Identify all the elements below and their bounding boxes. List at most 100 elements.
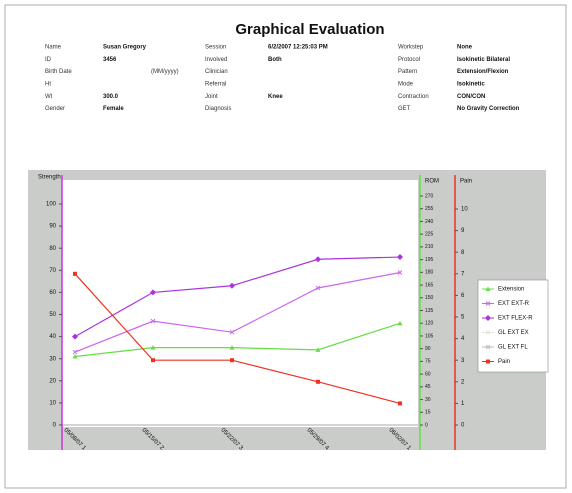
y3-tick-label: 150 xyxy=(425,295,434,301)
legend-label: Pain xyxy=(498,359,510,365)
point xyxy=(397,270,403,275)
point xyxy=(398,401,402,406)
field-value: None xyxy=(457,45,473,51)
field-label: Wt xyxy=(45,94,53,100)
field-value: Knee xyxy=(268,94,283,100)
field-label: Mode xyxy=(398,81,414,87)
y3-tick-label: 45 xyxy=(425,384,431,390)
field-label: Clinician xyxy=(205,69,228,75)
y3-tick-label: 270 xyxy=(425,193,434,199)
point xyxy=(150,289,156,296)
point xyxy=(485,344,491,350)
field-value: Isokinetic Bilateral xyxy=(457,57,510,63)
point xyxy=(150,345,156,350)
y2-axis-label: Pain xyxy=(460,179,472,185)
field-label: Name xyxy=(45,45,62,51)
y3-tick-label: 180 xyxy=(425,270,434,276)
field-label: Ht xyxy=(45,81,51,87)
point xyxy=(73,271,77,276)
field-value: Female xyxy=(103,106,124,112)
y2-tick-label: 2 xyxy=(461,379,465,385)
y3-tick-label: 15 xyxy=(425,410,431,416)
field-value: CON/CON xyxy=(457,94,485,100)
field-value: 3456 xyxy=(103,57,117,63)
point xyxy=(485,301,491,306)
field-label: Workstep xyxy=(398,45,424,51)
legend-label: Extension xyxy=(498,287,524,293)
y-tick-label: 10 xyxy=(49,400,56,406)
y2-tick-label: 3 xyxy=(461,358,465,364)
point xyxy=(315,256,321,263)
y3-tick-label: 75 xyxy=(425,359,431,365)
y-tick-label: 90 xyxy=(49,224,56,230)
y2-tick-label: 9 xyxy=(461,228,465,234)
legend-label: EXT FLEX-R xyxy=(498,316,533,322)
point xyxy=(151,358,155,363)
field-note: (MM/yyyy) xyxy=(151,69,179,75)
field-label: Pattern xyxy=(398,69,417,75)
y3-tick-label: 225 xyxy=(425,231,434,237)
title: Graphical Evaluation xyxy=(235,21,384,38)
field-label: Involved xyxy=(205,57,227,63)
point xyxy=(315,285,321,291)
point xyxy=(485,315,491,321)
y-tick-label: 80 xyxy=(49,246,56,252)
point xyxy=(397,320,403,326)
y3-tick-label: 240 xyxy=(425,219,434,225)
legend-label: GL EXT EX xyxy=(498,330,529,336)
y-tick-label: 70 xyxy=(49,268,56,274)
y2-tick-label: 0 xyxy=(461,423,465,429)
y-tick-label: 40 xyxy=(49,334,56,340)
field-label: Session xyxy=(205,45,226,51)
y3-axis-label: ROM xyxy=(425,179,439,185)
y3-tick-label: 60 xyxy=(425,371,431,377)
y3-tick-label: 120 xyxy=(425,321,434,327)
field-label: Birth Date xyxy=(45,69,72,75)
y-tick-label: 50 xyxy=(49,312,56,318)
point xyxy=(316,379,320,384)
field-value: Susan Gregory xyxy=(103,45,147,51)
legend xyxy=(477,279,549,373)
y2-tick-label: 6 xyxy=(461,293,465,299)
y2-tick-label: 7 xyxy=(461,271,465,277)
y-tick-label: 30 xyxy=(49,356,56,362)
field-label: Protocol xyxy=(398,57,420,63)
field-value: 6/2/2007 12:25:03 PM xyxy=(268,45,328,51)
point xyxy=(72,353,78,359)
y3-tick-label: 195 xyxy=(425,257,434,263)
y-tick-label: 100 xyxy=(46,202,57,208)
point xyxy=(229,345,235,350)
field-value: Isokinetic xyxy=(457,81,485,87)
field-value: Both xyxy=(268,57,282,63)
field-label: Referral xyxy=(205,81,226,87)
field-label: Diagnosis xyxy=(205,106,231,112)
point xyxy=(485,330,491,335)
field-value: 300.0 xyxy=(103,94,119,100)
y3-tick-label: 90 xyxy=(425,346,431,352)
y3-tick-label: 255 xyxy=(425,206,434,212)
field-label: Contraction xyxy=(398,94,429,100)
y3-tick-label: 0 xyxy=(425,422,428,428)
field-value: No Gravity Correction xyxy=(457,106,520,112)
point xyxy=(72,333,78,340)
y2-tick-label: 8 xyxy=(461,250,465,256)
y2-tick-label: 4 xyxy=(461,336,465,342)
point xyxy=(229,282,235,289)
field-value: Extension/Flexion xyxy=(457,69,509,75)
point xyxy=(229,329,235,335)
point xyxy=(72,349,78,355)
y2-tick-label: 5 xyxy=(461,315,465,321)
field-label: Gender xyxy=(45,106,65,112)
y3-tick-label: 30 xyxy=(425,397,431,403)
y3-tick-label: 135 xyxy=(425,308,434,314)
point xyxy=(397,254,403,261)
plot-area xyxy=(62,180,418,427)
y-tick-label: 60 xyxy=(49,290,56,296)
point xyxy=(485,286,491,291)
field-label: Joint xyxy=(205,94,218,100)
point xyxy=(486,359,490,364)
point xyxy=(150,318,156,324)
field-label: ID xyxy=(45,57,52,63)
legend-label: GL EXT FL xyxy=(498,345,528,351)
